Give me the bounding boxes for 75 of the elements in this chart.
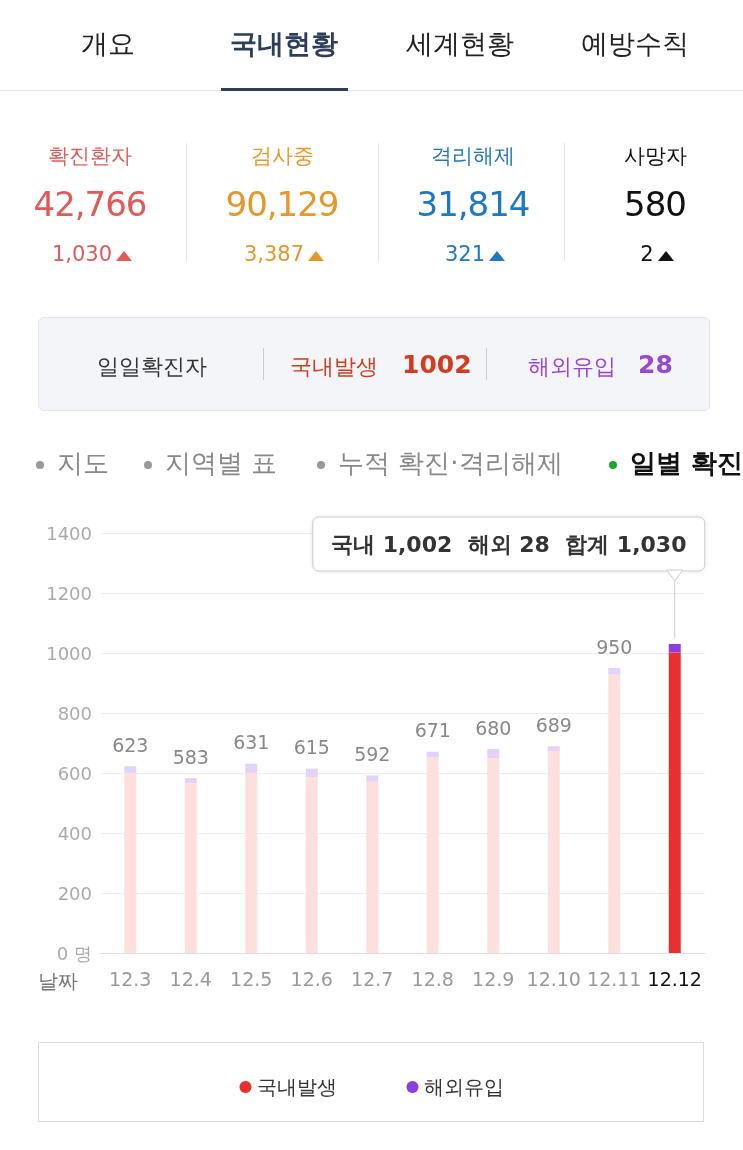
x-tick-label: 12.3 (109, 967, 152, 990)
text: 해외유입 (528, 353, 616, 381)
bar (184, 778, 197, 784)
total-label: 631 (233, 731, 270, 754)
total-label: 592 (354, 742, 391, 765)
total-label: 680 (475, 716, 512, 739)
text: 2 (640, 242, 654, 266)
y-tick-label: 1400 (46, 522, 92, 544)
total-label: 583 (172, 745, 209, 768)
bar (305, 768, 318, 778)
bar (608, 674, 621, 953)
y-tick-label: 800 (57, 702, 92, 724)
text: 예방수칙 (581, 27, 689, 61)
text: 90,129 (225, 184, 339, 224)
legend-label: 국내발생 (256, 1075, 337, 1099)
x-tick-label: 12.9 (472, 967, 515, 990)
y-tick-label: 1000 (46, 642, 92, 664)
x-tick-label: 12.11 (587, 967, 642, 990)
text: 1002 (402, 350, 472, 379)
y-tick-label: 0 명 (56, 942, 92, 964)
bar (366, 775, 379, 782)
annotation: 국내 1,002 해외 28 합계 1,030 (331, 531, 687, 557)
text: 42,766 (33, 184, 147, 224)
legend-label: 해외유입 (423, 1075, 504, 1099)
text: 누적 확진·격리해제 (338, 447, 563, 480)
bar (668, 652, 681, 953)
total-label: 623 (112, 733, 149, 756)
x-tick-label: 12.12 (647, 967, 702, 990)
text: 일별 확진 (630, 447, 743, 480)
text: 검사중 (250, 143, 314, 170)
y-tick-label: 200 (57, 882, 92, 904)
text: 1,030 (51, 242, 113, 266)
x-tick-label: 12.6 (290, 967, 333, 990)
text: 세계현황 (406, 27, 514, 61)
total-label: 615 (293, 736, 330, 758)
text: 국내현황 (230, 27, 338, 61)
x-axis-title: 날짜 (38, 969, 78, 993)
text: 사망자 (623, 143, 687, 170)
bar (245, 773, 258, 953)
x-tick-label: 12.4 (169, 967, 212, 990)
bar (184, 783, 197, 953)
y-tick-label: 1200 (46, 582, 92, 604)
x-tick-label: 12.7 (351, 967, 394, 990)
total-label: 689 (535, 713, 572, 736)
total-label: 950 (596, 635, 633, 658)
bar (547, 746, 560, 752)
text: 31,814 (416, 184, 530, 224)
text: 321 (444, 242, 486, 266)
text: 국내발생 (290, 353, 378, 381)
y-tick-label: 400 (57, 822, 92, 844)
bar (124, 766, 137, 773)
bar (426, 757, 439, 953)
bar (487, 758, 500, 953)
x-tick-label: 12.8 (411, 967, 454, 990)
bar (245, 763, 258, 773)
text: 격리해제 (431, 143, 515, 170)
total-label: 671 (414, 719, 451, 742)
text: 28 (638, 350, 673, 379)
x-tick-label: 12.10 (526, 967, 581, 990)
text: 3,387 (243, 242, 305, 266)
bar (366, 781, 379, 953)
text: 확진환자 (48, 143, 132, 170)
text: 일일확진자 (97, 353, 207, 381)
bar (124, 773, 137, 953)
y-tick-label: 600 (57, 762, 92, 784)
text: 개요 (81, 27, 135, 61)
bar (305, 777, 318, 953)
text: 지도 (57, 447, 109, 480)
bar (608, 668, 621, 675)
bar (668, 644, 681, 653)
bar (547, 751, 560, 953)
bar (487, 749, 500, 758)
x-tick-label: 12.5 (230, 967, 273, 990)
text: 지역별 표 (165, 447, 278, 480)
text: 580 (624, 184, 686, 224)
